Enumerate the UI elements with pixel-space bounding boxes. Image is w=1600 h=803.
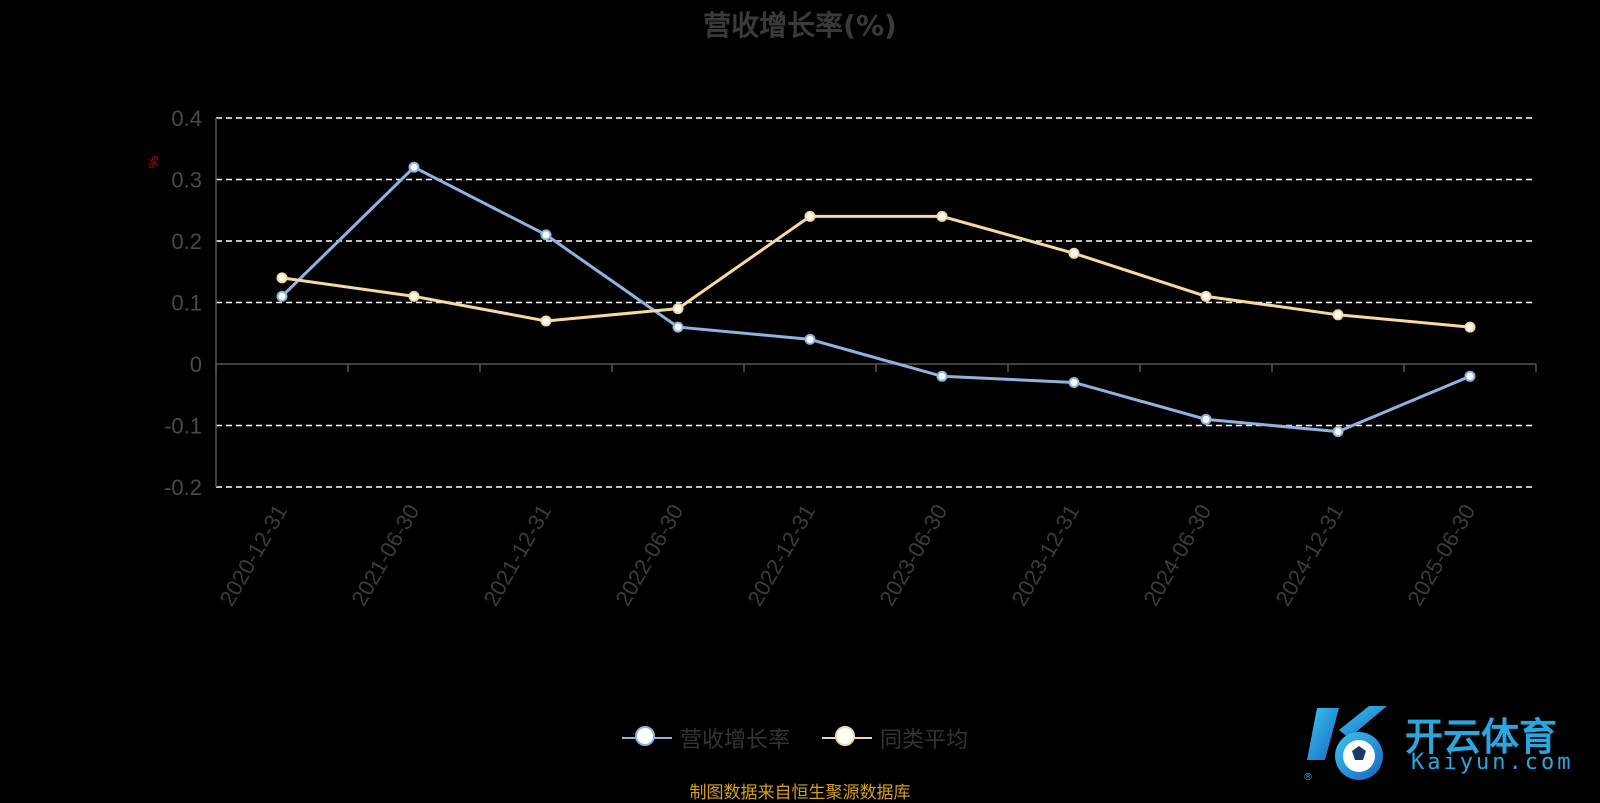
x-tick-label: 2023-12-31	[1006, 500, 1084, 610]
data-point	[1464, 370, 1476, 382]
data-point	[936, 370, 948, 382]
data-point	[1200, 290, 1212, 302]
x-tick-label: 2022-06-30	[610, 500, 688, 610]
data-point	[1200, 413, 1212, 425]
x-tick-label: 2024-12-31	[1270, 500, 1348, 610]
y-axis-label: %	[145, 156, 161, 168]
y-tick-label: 0.3	[171, 168, 202, 193]
x-tick-label: 2021-06-30	[346, 500, 424, 610]
series-line-0	[280, 165, 1471, 434]
y-tick-label: 0.2	[171, 229, 202, 254]
y-tick-label: -0.1	[164, 414, 202, 439]
y-tick-label: 0	[190, 352, 202, 377]
data-source-note: 制图数据来自恒生聚源数据库	[689, 783, 911, 803]
x-tick-label: 2021-12-31	[478, 500, 556, 610]
data-point	[804, 333, 816, 345]
x-tick-label: 2020-12-31	[214, 500, 292, 610]
data-point	[1068, 247, 1080, 259]
x-tick-label: 2022-12-31	[742, 500, 820, 610]
data-point	[408, 161, 420, 173]
axis-layer: 0.4 0.3 0.2 0.1 0 -0.1 -0.2 2020-12-31 2021-06-3…	[164, 106, 1537, 610]
data-point	[672, 321, 684, 333]
series-layer	[276, 161, 1476, 438]
data-point	[1332, 426, 1344, 438]
data-point	[1332, 309, 1344, 321]
watermark-logo: ® 开云体育 Kaiyun.com	[1295, 700, 1585, 785]
data-point	[936, 210, 948, 222]
legend-item-peer-average[interactable]: 同类平均	[822, 718, 968, 758]
x-tick-label: 2024-06-30	[1138, 500, 1216, 610]
data-point	[276, 290, 288, 302]
series-line-1	[281, 214, 1471, 329]
data-point	[1464, 321, 1476, 333]
legend-label: 营收增长率	[680, 728, 791, 753]
y-tick-label: 0.4	[171, 106, 202, 131]
legend-item-revenue-growth[interactable]: 营收增长率	[622, 718, 790, 758]
data-point	[1068, 376, 1080, 388]
legend: 营收增长率 同类平均	[0, 718, 1600, 758]
data-point	[276, 272, 288, 284]
data-point	[540, 315, 552, 327]
x-tick-label: 2023-06-30	[874, 500, 952, 610]
legend-swatch-peer-average	[822, 718, 872, 758]
legend-label: 同类平均	[880, 728, 969, 753]
svg-text:®: ®	[1303, 772, 1313, 783]
data-point	[540, 229, 552, 241]
x-tick-label: 2025-06-30	[1402, 500, 1480, 610]
data-point	[408, 290, 420, 302]
chart-title: 营收增长率(%)	[703, 9, 897, 42]
data-point	[804, 210, 816, 222]
kaiyun-logo-icon: ®	[1303, 706, 1387, 783]
legend-swatch-revenue-growth	[622, 718, 672, 758]
data-point	[672, 303, 684, 315]
y-tick-label: -0.2	[164, 475, 202, 500]
logo-subtext: Kaiyun.com	[1411, 750, 1574, 775]
y-tick-label: 0.1	[171, 291, 202, 316]
logo-text: 开云体育	[1405, 715, 1558, 759]
